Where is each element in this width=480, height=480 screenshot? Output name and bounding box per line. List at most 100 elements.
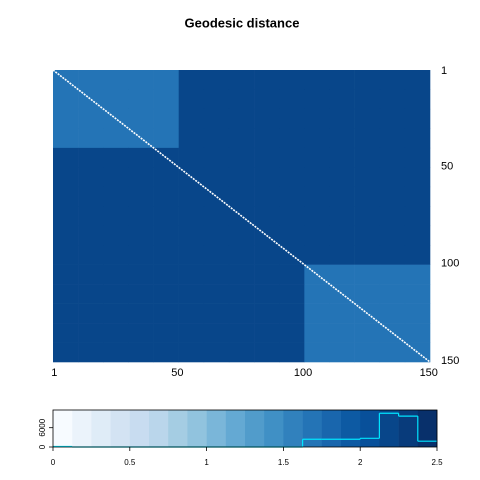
- cell: [128, 147, 154, 168]
- cell: [128, 70, 154, 90]
- cell: [329, 128, 355, 149]
- cell: [203, 89, 230, 110]
- cell: [304, 108, 330, 129]
- cell: [254, 128, 280, 149]
- key-bin: [206, 410, 227, 447]
- cell: [304, 147, 330, 168]
- cell: [128, 342, 154, 363]
- cell: [404, 264, 431, 285]
- cell: [304, 225, 330, 246]
- cell: [304, 128, 330, 149]
- cell: [78, 342, 104, 363]
- key-bin: [225, 410, 246, 447]
- cell: [78, 128, 104, 149]
- key-x-tick-label: 2: [358, 458, 363, 467]
- cell: [178, 147, 205, 168]
- cell: [354, 225, 381, 246]
- cell: [379, 186, 406, 207]
- cell: [203, 70, 230, 90]
- cell: [53, 167, 79, 188]
- cell: [379, 225, 406, 246]
- cell: [354, 108, 381, 129]
- cell: [379, 342, 406, 363]
- cell: [128, 225, 154, 246]
- cell: [203, 167, 230, 188]
- cell: [354, 167, 381, 188]
- cell: [53, 128, 79, 149]
- cell: [304, 206, 330, 227]
- cell: [103, 128, 129, 149]
- cell: [53, 245, 79, 265]
- cell: [404, 323, 431, 343]
- cell: [329, 108, 355, 129]
- key-bin: [149, 410, 169, 447]
- key-y-tick-label: 0: [38, 444, 47, 449]
- cell: [304, 89, 330, 110]
- cell: [103, 264, 129, 285]
- cell: [203, 147, 230, 168]
- cell: [53, 225, 79, 246]
- cell: [329, 206, 355, 227]
- cell: [153, 245, 179, 265]
- cell: [178, 89, 205, 110]
- cell: [103, 206, 129, 227]
- cell: [329, 225, 355, 246]
- cell: [254, 167, 280, 188]
- cell: [128, 108, 154, 129]
- cell: [153, 89, 179, 110]
- cell: [354, 323, 381, 343]
- cell: [178, 342, 205, 363]
- cell: [354, 89, 381, 110]
- cell: [103, 70, 129, 90]
- cell: [78, 186, 104, 207]
- cell: [53, 108, 79, 129]
- cell: [178, 264, 205, 285]
- cell: [329, 186, 355, 207]
- cell: [279, 186, 305, 207]
- cell: [53, 89, 79, 110]
- cell: [78, 147, 104, 168]
- cell: [53, 323, 79, 343]
- cell: [354, 284, 381, 304]
- cell: [228, 186, 255, 207]
- cell: [304, 284, 330, 304]
- cell: [329, 342, 355, 363]
- cell: [128, 89, 154, 110]
- cell: [279, 303, 305, 324]
- cell: [78, 167, 104, 188]
- cell: [379, 206, 406, 227]
- cell: [178, 128, 205, 149]
- cell: [103, 323, 129, 343]
- cell: [128, 284, 154, 304]
- key-bin: [379, 410, 399, 447]
- cell: [78, 303, 104, 324]
- cell: [379, 89, 406, 110]
- cell: [153, 225, 179, 246]
- cell: [203, 303, 230, 324]
- cell: [78, 245, 104, 265]
- cell: [53, 186, 79, 207]
- key-bin: [168, 410, 188, 447]
- key-x-tick-label: 0.5: [124, 458, 136, 467]
- cell: [404, 245, 431, 265]
- cell: [404, 206, 431, 227]
- y-tick-label: 1: [441, 65, 447, 77]
- cell: [103, 186, 129, 207]
- cell: [379, 147, 406, 168]
- cell: [78, 225, 104, 246]
- cell: [279, 128, 305, 149]
- x-tick-label: 150: [420, 367, 438, 379]
- key-bin: [321, 410, 342, 447]
- key-x-tick-label: 1: [204, 458, 209, 467]
- cell: [404, 225, 431, 246]
- cell: [178, 245, 205, 265]
- cell: [103, 147, 129, 168]
- key-bin: [283, 410, 303, 447]
- cell: [254, 245, 280, 265]
- cell: [228, 303, 255, 324]
- cell: [203, 264, 230, 285]
- cell: [178, 206, 205, 227]
- cell: [228, 342, 255, 363]
- key-bin: [91, 410, 111, 447]
- cell: [354, 245, 381, 265]
